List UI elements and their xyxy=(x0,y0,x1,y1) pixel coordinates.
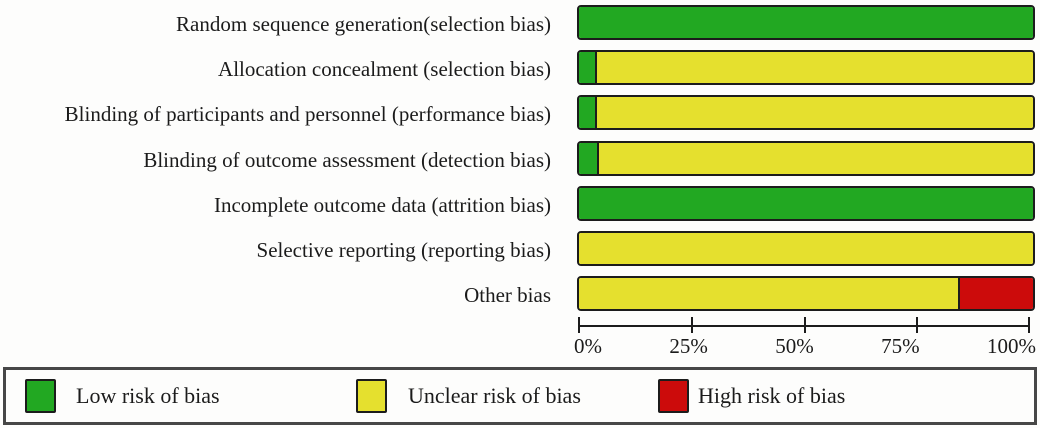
bar-track xyxy=(577,231,1035,266)
rob-row: Blinding of participants and personnel (… xyxy=(0,94,1040,139)
x-axis-tick xyxy=(804,317,806,333)
rob-row: Allocation concealment (selection bias) xyxy=(0,49,1040,94)
rob-row: Blinding of outcome assessment (detectio… xyxy=(0,140,1040,185)
legend-label: Low risk of bias xyxy=(76,383,220,408)
legend-swatch-high xyxy=(658,379,689,413)
bar-track xyxy=(577,50,1035,85)
x-axis-tick xyxy=(916,317,918,333)
row-label: Incomplete outcome data (attrition bias) xyxy=(213,192,551,217)
bar-track xyxy=(577,141,1035,176)
rob-row: Other bias xyxy=(0,275,1040,320)
x-axis-tick-label: 75% xyxy=(881,334,920,358)
row-label: Selective reporting (reporting bias) xyxy=(256,237,551,262)
bar-segment-low xyxy=(579,7,1033,38)
legend-swatch-unclear xyxy=(356,379,387,413)
legend-label: Unclear risk of bias xyxy=(408,383,581,408)
bar-segment-low xyxy=(579,52,595,83)
bar-track xyxy=(577,95,1035,130)
legend: Low risk of bias Unclear risk of bias High… xyxy=(3,367,1037,425)
row-label: Blinding of participants and personnel (… xyxy=(64,101,551,126)
row-label: Allocation concealment (selection bias) xyxy=(218,56,551,81)
bar-segment-unclear xyxy=(594,52,1033,83)
legend-label: High risk of bias xyxy=(698,383,846,408)
rob-row: Selective reporting (reporting bias) xyxy=(0,230,1040,275)
bar-segment-low xyxy=(579,97,595,128)
rob-row: Incomplete outcome data (attrition bias) xyxy=(0,185,1040,230)
bar-track xyxy=(577,5,1035,40)
row-label: Blinding of outcome assessment (detectio… xyxy=(143,147,551,172)
bar-track xyxy=(577,276,1035,311)
bar-segment-unclear xyxy=(579,278,959,309)
bar-track xyxy=(577,186,1035,221)
x-axis-tick-label: 100% xyxy=(987,334,1036,358)
row-label: Random sequence generation(selection bia… xyxy=(176,11,551,36)
x-axis-line xyxy=(578,325,1029,327)
x-axis-tick-label: 25% xyxy=(669,334,708,358)
x-axis-tick-label: 0% xyxy=(574,334,602,358)
x-axis-tick xyxy=(1028,317,1030,333)
x-axis-tick-labels: 0% 25% 50% 75% 100% xyxy=(574,334,1036,359)
x-axis-tick xyxy=(691,317,693,333)
bar-segment-unclear xyxy=(579,233,1033,264)
row-label: Other bias xyxy=(464,282,551,307)
bar-segment-low xyxy=(579,143,598,174)
rob-row: Random sequence generation(selection bia… xyxy=(0,4,1040,49)
bar-segment-unclear xyxy=(597,143,1033,174)
x-axis-tick-label: 50% xyxy=(775,334,814,358)
x-axis-tick xyxy=(578,317,580,333)
bar-segment-low xyxy=(579,188,1033,219)
bar-segment-unclear xyxy=(594,97,1033,128)
legend-swatch-low xyxy=(25,379,56,413)
bar-segment-high xyxy=(958,278,1033,309)
